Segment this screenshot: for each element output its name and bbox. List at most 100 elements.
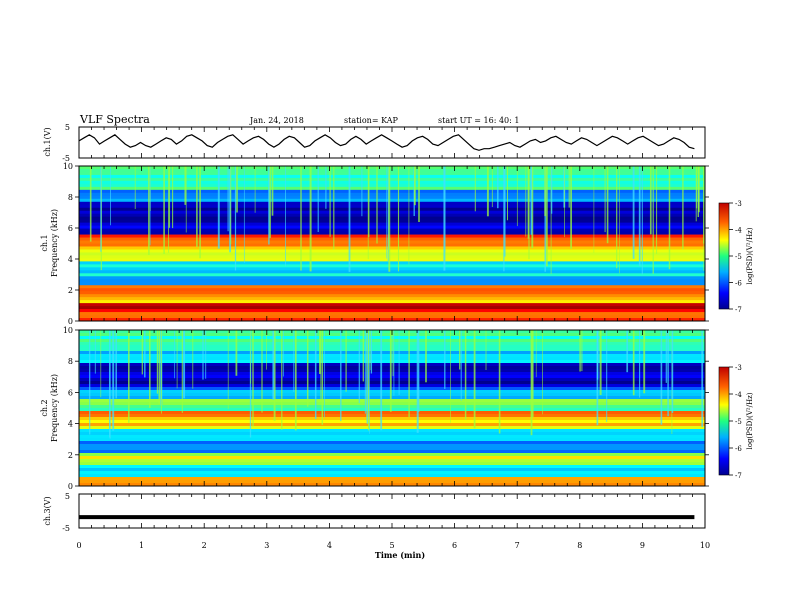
- spectrogram-band: [79, 354, 705, 358]
- colorbar-tick-label: -5: [735, 253, 742, 261]
- spectrogram-band: [79, 372, 705, 376]
- spectrogram-band: [79, 366, 705, 370]
- ch3-waveform-panel: 5 -5 ch.3(V): [43, 492, 706, 533]
- colorbar-tick-label: -3: [735, 200, 742, 208]
- ch1-waveform-ylabel: ch.1(V): [43, 127, 52, 156]
- ch1-spectrogram-image: [79, 166, 705, 322]
- spectrogram-band: [79, 459, 705, 463]
- spectrogram-band: [79, 219, 705, 224]
- colorbar-tick-label: -5: [735, 418, 742, 426]
- ch3-ytick-top: 5: [65, 492, 70, 501]
- figure-title: VLF Spectra: [79, 113, 150, 126]
- spectrogram-band: [79, 297, 705, 301]
- ch1-waveform-panel: 5 -5 ch.1(V): [43, 123, 706, 163]
- spectrogram-band: [79, 348, 705, 352]
- frequency-tick-label: 4: [68, 255, 73, 264]
- spectrogram-band: [79, 189, 705, 194]
- spectrogram-band: [79, 426, 705, 430]
- spectrogram-band: [79, 204, 705, 209]
- ch2-channel-label: ch.2: [40, 399, 49, 416]
- spectrogram-band: [79, 237, 705, 241]
- time-tick-label: 7: [515, 541, 520, 550]
- spectrogram-band: [79, 450, 705, 454]
- spectrogram-band: [79, 273, 705, 277]
- ch2-frequency-ylabel: Frequency (kHz): [50, 374, 59, 442]
- spectrogram-band: [79, 228, 705, 232]
- colorbar-tick-label: -4: [735, 391, 742, 399]
- spectrogram-band: [79, 402, 705, 406]
- spectrogram-band: [79, 264, 705, 268]
- spectrogram-band: [79, 294, 705, 298]
- ch2-colorbar-label: log(PSD)(V²/Hz): [746, 392, 754, 449]
- spectrogram-band: [79, 288, 705, 292]
- spectrogram-band: [79, 363, 705, 367]
- ch3-ytick-bottom: -5: [62, 524, 70, 533]
- station-label: station= KAP: [344, 116, 399, 125]
- spectrogram-band: [79, 474, 705, 478]
- spectrogram-band: [79, 384, 705, 388]
- frequency-tick-label: 8: [68, 193, 73, 202]
- frequency-tick-label: 10: [63, 162, 73, 171]
- spectrogram-band: [79, 414, 705, 418]
- spectrogram-band: [79, 312, 705, 316]
- time-tick-label: 9: [640, 541, 645, 550]
- spectrogram-band: [79, 435, 705, 439]
- ch2-colorbar-ticks: -3 -4 -5 -6 -7: [729, 364, 742, 480]
- colorbar-tick-label: -7: [735, 472, 742, 480]
- spectrogram-band: [79, 225, 705, 229]
- spectrogram-band: [79, 285, 705, 289]
- frequency-tick-label: 6: [68, 388, 73, 397]
- spectrogram-band: [79, 192, 705, 197]
- spectrogram-band: [79, 351, 705, 355]
- spectrogram-band: [79, 420, 705, 424]
- time-tick-label: 3: [264, 541, 269, 550]
- colorbar-tick-label: -4: [735, 227, 742, 235]
- ch1-channel-label: ch.1: [40, 234, 49, 251]
- spectrogram-band: [79, 234, 705, 238]
- time-tick-label: 10: [700, 541, 710, 550]
- time-tick-label: 4: [327, 541, 332, 550]
- spectrogram-band: [79, 291, 705, 295]
- spectrogram-band: [79, 207, 705, 212]
- frequency-tick-label: 10: [63, 326, 73, 335]
- start-time-label: start UT = 16: 40: 1: [438, 116, 519, 125]
- spectrogram-band: [79, 213, 705, 218]
- frequency-tick-label: 8: [68, 357, 73, 366]
- frequency-tick-label: 4: [68, 420, 73, 429]
- spectrogram-band: [79, 345, 705, 349]
- ch1-frequency-ylabel: Frequency (kHz): [50, 209, 59, 277]
- time-tick-label: 1: [139, 541, 144, 550]
- spectrogram-band: [79, 201, 705, 206]
- spectrogram-band: [79, 453, 705, 457]
- spectrogram-band: [79, 357, 705, 361]
- spectrogram-band: [79, 309, 705, 313]
- spectrogram-band: [79, 441, 705, 445]
- ch2-spectrogram-image: [78, 330, 705, 487]
- spectrogram-band: [79, 405, 705, 409]
- ch1-ytick-top: 5: [65, 123, 70, 132]
- spectrogram-band: [79, 429, 705, 433]
- spectrogram-band: [79, 186, 705, 191]
- frequency-tick-label: 0: [68, 482, 73, 491]
- time-axis: 0 1 2 3 4 5 6 7 8 9 10: [76, 127, 710, 550]
- spectrogram-band: [79, 411, 705, 415]
- spectrogram-band: [79, 171, 705, 176]
- spectrogram-band: [79, 375, 705, 379]
- time-tick-label: 2: [202, 541, 207, 550]
- spectrogram-band: [79, 462, 705, 466]
- spectrogram-band: [79, 432, 705, 436]
- ch3-waveform-frame: [78, 493, 706, 529]
- ch1-colorbar-label: log(PSD)(V²/Hz): [746, 227, 754, 284]
- spectrogram-band: [79, 210, 705, 215]
- spectrogram-band: [79, 198, 705, 203]
- spectrogram-band: [79, 306, 705, 310]
- spectrogram-band: [79, 336, 705, 340]
- spectrogram-band: [79, 339, 705, 343]
- spectrogram-band: [79, 195, 705, 200]
- spectrogram-band: [79, 180, 705, 185]
- spectrogram-band: [79, 468, 705, 472]
- spectrogram-band: [79, 222, 705, 227]
